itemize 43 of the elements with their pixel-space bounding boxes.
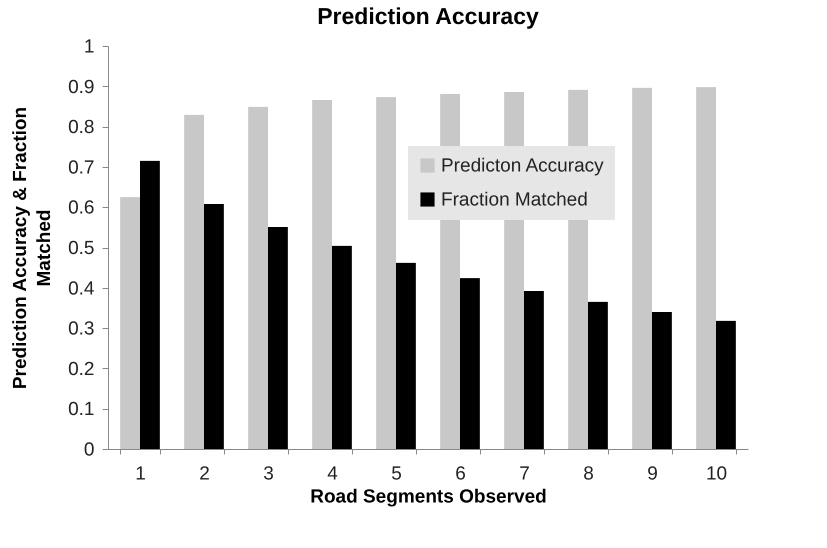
x-tick-label: 6	[455, 464, 466, 484]
bar	[248, 106, 268, 449]
y-tick-label: 0.9	[68, 76, 94, 98]
x-tick-label: 7	[519, 464, 530, 484]
x-tick-label: 3	[263, 464, 274, 484]
x-tick-label: 9	[647, 464, 658, 484]
bar	[524, 291, 544, 449]
y-tick-label: 1	[84, 36, 94, 58]
x-tick-label: 5	[391, 464, 402, 484]
bar	[460, 278, 480, 449]
x-axis-title: Road Segments Observed	[310, 486, 547, 508]
y-tick-label: 0	[84, 440, 94, 460]
bar	[396, 262, 416, 449]
y-tick-label: 0.1	[68, 399, 94, 420]
bar	[696, 87, 716, 449]
bar	[588, 302, 608, 449]
x-tick-label: 2	[199, 464, 210, 484]
bar	[120, 197, 140, 449]
bar	[716, 320, 736, 449]
y-tick-label: 0.5	[68, 238, 94, 259]
bar	[204, 204, 224, 449]
bar	[184, 114, 204, 449]
bar	[140, 160, 160, 449]
y-tick-label: 0.2	[68, 358, 94, 380]
bar	[268, 226, 288, 449]
chart-title: Prediction Accuracy	[317, 3, 539, 29]
y-tick-label: 0.7	[68, 157, 94, 178]
x-tick-label: 10	[706, 464, 728, 484]
legend-label: Predicton Accuracy	[441, 156, 604, 176]
y-tick-label: 0.4	[68, 278, 95, 300]
bar	[376, 97, 396, 449]
legend-label: Fraction Matched	[441, 190, 588, 210]
y-tick-label: 0.8	[68, 117, 94, 138]
x-tick-label: 8	[583, 464, 594, 484]
x-tick-label: 1	[135, 464, 146, 484]
bar	[312, 100, 332, 449]
bar	[332, 246, 352, 449]
bar	[632, 88, 652, 449]
bar	[652, 312, 672, 449]
y-tick-label: 0.6	[68, 198, 94, 219]
y-axis-title: Prediction Accuracy & Fraction Matched	[10, 106, 56, 390]
y-tick-label: 0.3	[68, 318, 94, 340]
x-tick-label: 4	[327, 464, 338, 484]
